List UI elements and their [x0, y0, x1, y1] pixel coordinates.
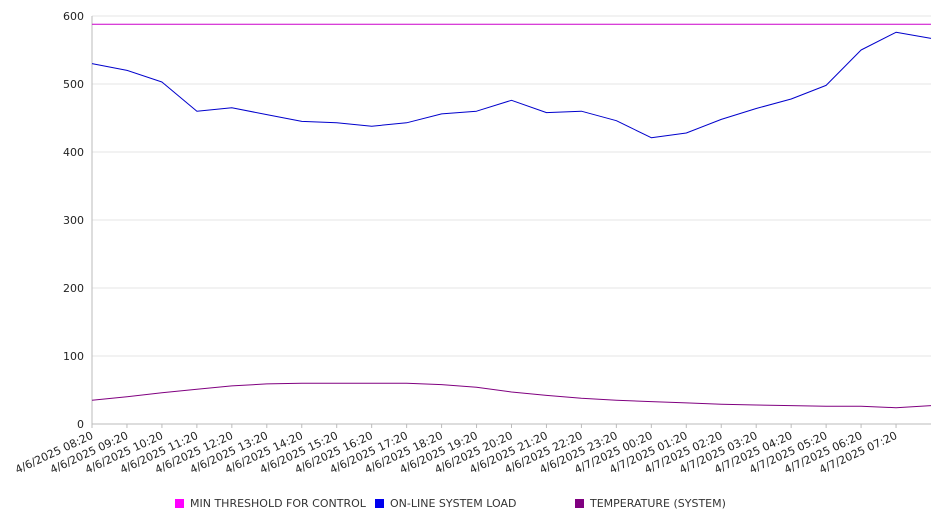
- y-tick-label: 100: [63, 350, 84, 363]
- y-tick-label: 200: [63, 282, 84, 295]
- x-tick-labels: 4/6/2025 08:204/6/2025 09:204/6/2025 10:…: [13, 429, 899, 477]
- series-line-2: [91, 382, 932, 409]
- y-tick-label: 300: [63, 214, 84, 227]
- legend-item-min-threshold[interactable]: MIN THRESHOLD FOR CONTROL: [175, 497, 366, 510]
- legend-label-temperature: TEMPERATURE (SYSTEM): [590, 497, 726, 510]
- legend: MIN THRESHOLD FOR CONTROL ON-LINE SYSTEM…: [0, 497, 946, 515]
- y-tick-label: 0: [77, 418, 84, 431]
- y-tick-label: 500: [63, 78, 84, 91]
- legend-item-temperature[interactable]: TEMPERATURE (SYSTEM): [575, 497, 726, 510]
- legend-swatch-temperature: [575, 499, 584, 508]
- y-tick-label: 400: [63, 146, 84, 159]
- gridlines: [92, 15, 931, 357]
- y-tick-label: 600: [63, 10, 84, 23]
- axes: [91, 16, 931, 428]
- legend-item-system-load[interactable]: ON-LINE SYSTEM LOAD: [375, 497, 516, 510]
- legend-swatch-system-load: [375, 499, 384, 508]
- y-tick-labels: 0 100 200 300 400 500 600: [63, 10, 84, 431]
- series-line-1: [91, 31, 932, 139]
- legend-swatch-min-threshold: [175, 499, 184, 508]
- legend-label-min-threshold: MIN THRESHOLD FOR CONTROL: [190, 497, 366, 510]
- series-lines: [91, 23, 932, 409]
- legend-label-system-load: ON-LINE SYSTEM LOAD: [390, 497, 517, 510]
